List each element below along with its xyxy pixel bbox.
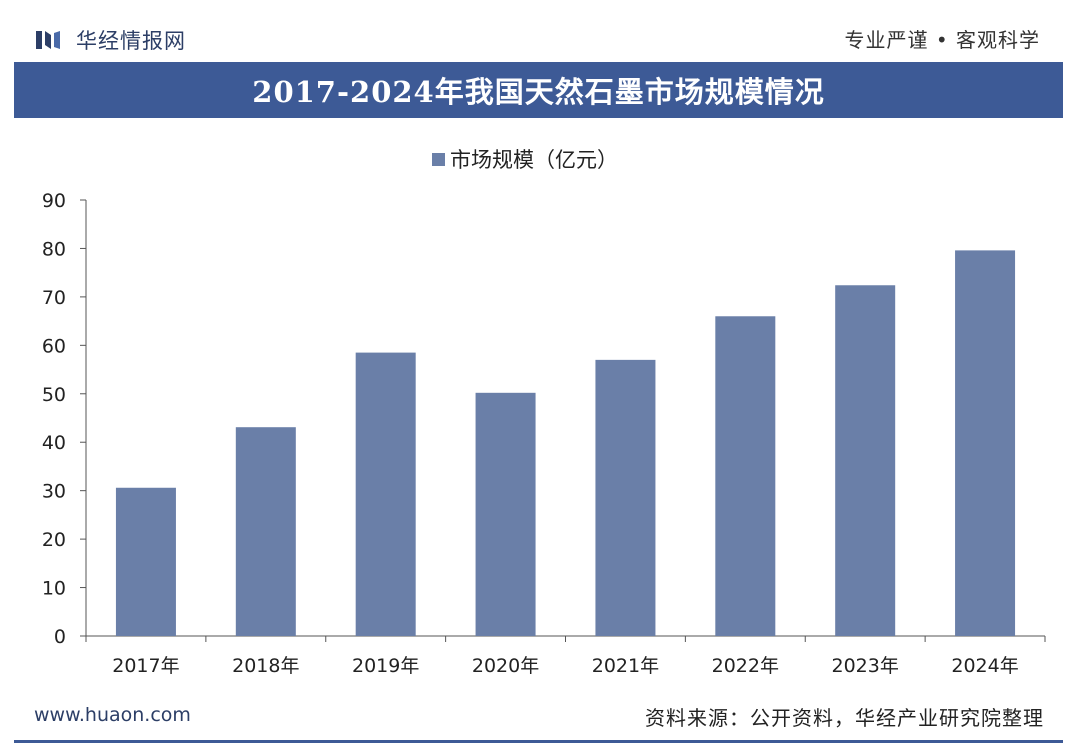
x-tick-label: 2019年 [352,655,419,677]
x-axis: 2017年 2018年 2019年 2020年 2021年 2022年 2023年 2024年 [85,635,1046,677]
bar [715,316,776,636]
x-tick-label: 2021年 [592,655,659,677]
y-tick-label: 40 [42,432,66,454]
x-tick-label: 2023年 [832,655,899,677]
x-tick-label: 2022年 [712,655,779,677]
x-tick-label: 2020年 [472,655,539,677]
logo-icon [36,31,60,49]
footer-website: www.huaon.com [34,704,191,726]
bar [955,250,1016,637]
chart-title: 2017-2024年我国天然石墨市场规模情况 [252,75,825,109]
y-tick-label: 50 [42,384,66,406]
title-bar: 2017-2024年我国天然石墨市场规模情况 [14,62,1063,118]
footer-source: 资料来源：公开资料，华经产业研究院整理 [645,706,1044,730]
header: 华经情报网 专业严谨 • 客观科学 [0,0,1080,62]
y-tick-label: 80 [42,238,66,260]
bar [835,285,896,636]
y-axis: 0 10 20 30 40 50 60 70 80 90 [42,190,87,648]
y-tick-label: 70 [42,287,66,309]
y-tick-label: 90 [42,190,66,212]
y-tick-label: 20 [42,529,66,551]
x-tick-label: 2017年 [112,655,179,677]
y-tick-label: 30 [42,481,66,503]
bottom-rule [14,740,1063,743]
legend-swatch [432,153,445,166]
bar [475,392,536,636]
slogan: 专业严谨 • 客观科学 [844,28,1040,52]
legend: 市场规模（亿元） [432,148,618,172]
bar [355,352,416,636]
brand-name: 华经情报网 [76,29,186,53]
bar [595,359,656,636]
brand-logo: 华经情报网 [36,22,186,58]
bar [115,487,176,636]
bars [115,250,1016,637]
bar [235,427,296,636]
legend-label: 市场规模（亿元） [450,148,618,172]
y-tick-label: 60 [42,335,66,357]
y-tick-label: 0 [54,626,66,648]
x-tick-label: 2024年 [951,655,1018,677]
x-tick-label: 2018年 [232,655,299,677]
y-tick-label: 10 [42,578,66,600]
